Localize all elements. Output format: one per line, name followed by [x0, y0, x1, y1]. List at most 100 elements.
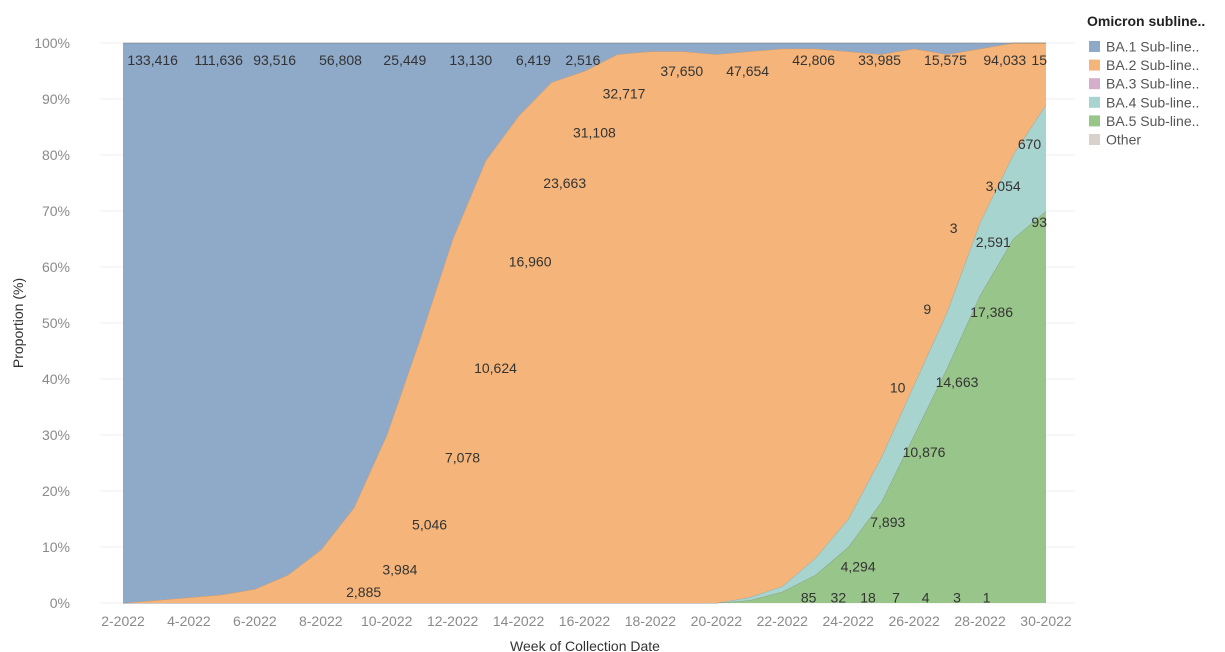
y-tick-label: 10% — [42, 539, 70, 555]
data-label: 18 — [860, 589, 876, 605]
y-tick-label: 40% — [42, 371, 70, 387]
legend[interactable]: Omicron subline.. BA.1 Sub-line.. BA.2 Su… — [1087, 13, 1205, 148]
area-series-0[interactable] — [123, 211, 1046, 603]
x-axis-ticks: 2-2022 4-2022 6-2022 8-2022 10-2022 12-2022 14… — [101, 613, 1072, 629]
x-tick-label: 28-2022 — [954, 613, 1006, 629]
area-series-2[interactable] — [123, 43, 1046, 603]
data-label: 32,717 — [603, 85, 646, 101]
y-tick-label: 90% — [42, 91, 70, 107]
data-label: 85 — [801, 589, 817, 605]
x-tick-label: 30-2022 — [1020, 613, 1072, 629]
data-label: 15 — [1031, 52, 1047, 68]
data-label: 31,108 — [573, 125, 616, 141]
data-label: 25,449 — [383, 52, 426, 68]
x-axis-title: Week of Collection Date — [510, 638, 660, 652]
data-label: 1 — [983, 589, 991, 605]
legend-items: BA.1 Sub-line.. BA.2 Sub-line.. BA.3 Sub-l… — [1089, 39, 1199, 148]
data-label: 16,960 — [509, 253, 552, 269]
legend-item[interactable]: BA.3 Sub-line.. — [1089, 76, 1199, 92]
data-label: 32 — [831, 589, 847, 605]
x-tick-label: 20-2022 — [691, 613, 743, 629]
x-tick-label: 10-2022 — [361, 613, 413, 629]
data-label: 7,078 — [445, 449, 480, 465]
y-tick-label: 60% — [42, 259, 70, 275]
data-label: 10,624 — [474, 360, 517, 376]
data-label: 3 — [950, 220, 958, 236]
data-label: 670 — [1018, 136, 1042, 152]
legend-item[interactable]: BA.4 Sub-line.. — [1089, 94, 1199, 110]
data-label: 111,636 — [194, 52, 243, 68]
data-label: 17,386 — [970, 304, 1013, 320]
y-axis-ticks: 0% 10% 20% 30% 40% 50% 60% 70% 80% 90% 100% — [34, 35, 70, 611]
legend-label: BA.4 Sub-line.. — [1106, 94, 1199, 110]
legend-swatch — [1089, 59, 1100, 71]
data-label: 94,033 — [983, 52, 1026, 68]
data-label: 4 — [922, 589, 930, 605]
data-label: 23,663 — [543, 175, 586, 191]
data-label: 14,663 — [936, 374, 979, 390]
y-tick-label: 30% — [42, 427, 70, 443]
legend-item[interactable]: BA.2 Sub-line.. — [1089, 57, 1199, 73]
legend-label: BA.3 Sub-line.. — [1106, 76, 1199, 92]
legend-swatch — [1089, 41, 1100, 52]
area-series-group — [122, 42, 1047, 604]
data-label: 3,054 — [986, 178, 1021, 194]
y-tick-label: 20% — [42, 483, 70, 499]
x-tick-label: 8-2022 — [299, 613, 343, 629]
data-label: 56,808 — [319, 52, 362, 68]
legend-label: BA.1 Sub-line.. — [1106, 39, 1199, 55]
data-label: 93 — [1031, 214, 1047, 230]
data-label: 93,516 — [253, 52, 296, 68]
data-label: 47,654 — [726, 63, 769, 79]
data-label: 133,416 — [127, 52, 178, 68]
legend-swatch — [1089, 134, 1100, 145]
x-tick-label: 6-2022 — [233, 613, 277, 629]
x-tick-label: 24-2022 — [823, 613, 875, 629]
y-axis-title: Proportion (%) — [10, 278, 26, 368]
legend-swatch — [1089, 78, 1100, 90]
data-label: 13,130 — [449, 52, 492, 68]
y-tick-label: 0% — [50, 595, 70, 611]
data-labels: 133,416 111,636 93,516 56,808 25,449 13,130 6,… — [127, 52, 1047, 606]
x-tick-label: 2-2022 — [101, 613, 145, 629]
data-label: 10,876 — [903, 444, 946, 460]
x-tick-label: 12-2022 — [427, 613, 479, 629]
data-label: 42,806 — [792, 52, 835, 68]
legend-label: BA.5 Sub-line.. — [1106, 113, 1199, 129]
x-tick-label: 16-2022 — [559, 613, 611, 629]
legend-item[interactable]: BA.5 Sub-line.. — [1089, 113, 1199, 129]
data-label: 3,984 — [382, 561, 417, 577]
data-label: 10 — [890, 379, 906, 395]
x-tick-label: 26-2022 — [888, 613, 940, 629]
legend-item[interactable]: BA.1 Sub-line.. — [1089, 39, 1199, 55]
legend-label: Other — [1106, 132, 1141, 148]
data-label: 7 — [892, 589, 900, 605]
data-label: 2,516 — [565, 52, 600, 68]
y-tick-label: 100% — [34, 35, 70, 51]
legend-title: Omicron subline.. — [1087, 13, 1205, 29]
data-label: 9 — [923, 301, 931, 317]
legend-item[interactable]: Other — [1089, 132, 1141, 148]
data-label: 6,419 — [516, 52, 551, 68]
x-tick-label: 4-2022 — [167, 613, 211, 629]
legend-label: BA.2 Sub-line.. — [1106, 57, 1199, 73]
data-label: 7,893 — [870, 514, 905, 530]
x-tick-label: 14-2022 — [493, 613, 545, 629]
x-tick-label: 18-2022 — [625, 613, 677, 629]
data-label: 3 — [953, 589, 961, 605]
data-label: 15,575 — [924, 52, 967, 68]
data-label: 2,591 — [976, 234, 1011, 250]
data-label: 33,985 — [858, 52, 901, 68]
legend-swatch — [1089, 115, 1100, 127]
y-tick-label: 70% — [42, 203, 70, 219]
area-series-3[interactable] — [123, 43, 1046, 603]
data-label: 2,885 — [346, 584, 381, 600]
data-label: 5,046 — [412, 517, 447, 533]
y-tick-label: 50% — [42, 315, 70, 331]
legend-swatch — [1089, 96, 1100, 108]
data-label: 4,294 — [841, 559, 876, 575]
y-tick-label: 80% — [42, 147, 70, 163]
data-label: 37,650 — [660, 63, 703, 79]
x-tick-label: 22-2022 — [757, 613, 809, 629]
